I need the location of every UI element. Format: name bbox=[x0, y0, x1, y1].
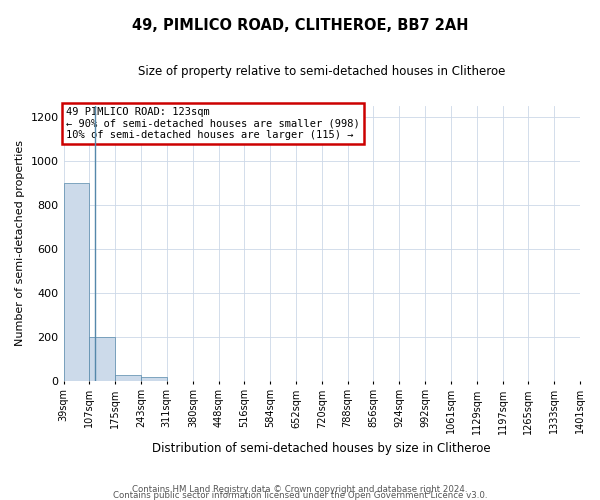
Text: 49 PIMLICO ROAD: 123sqm
← 90% of semi-detached houses are smaller (998)
10% of s: 49 PIMLICO ROAD: 123sqm ← 90% of semi-de… bbox=[66, 107, 360, 140]
Text: 49, PIMLICO ROAD, CLITHEROE, BB7 2AH: 49, PIMLICO ROAD, CLITHEROE, BB7 2AH bbox=[132, 18, 468, 32]
Bar bbox=[115, 375, 141, 380]
Bar bbox=[64, 182, 89, 380]
X-axis label: Distribution of semi-detached houses by size in Clitheroe: Distribution of semi-detached houses by … bbox=[152, 442, 491, 455]
Y-axis label: Number of semi-detached properties: Number of semi-detached properties bbox=[15, 140, 25, 346]
Title: Size of property relative to semi-detached houses in Clitheroe: Size of property relative to semi-detach… bbox=[138, 65, 505, 78]
Text: Contains public sector information licensed under the Open Government Licence v3: Contains public sector information licen… bbox=[113, 490, 487, 500]
Bar bbox=[89, 336, 115, 380]
Text: Contains HM Land Registry data © Crown copyright and database right 2024.: Contains HM Land Registry data © Crown c… bbox=[132, 484, 468, 494]
Bar bbox=[141, 377, 167, 380]
